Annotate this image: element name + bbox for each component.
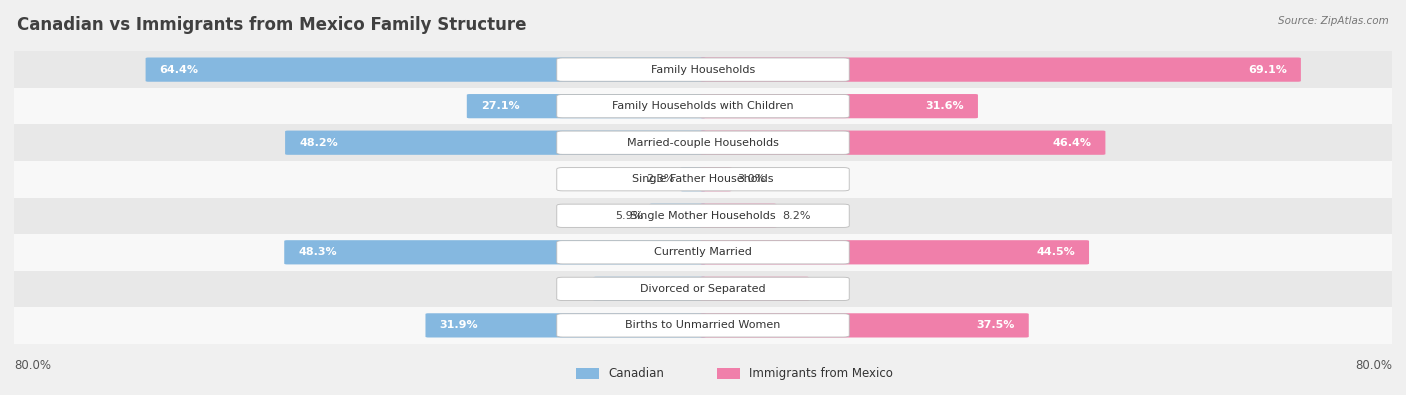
FancyBboxPatch shape xyxy=(557,131,849,154)
Text: 2.3%: 2.3% xyxy=(647,174,675,184)
Bar xyxy=(717,368,740,379)
Text: Births to Unmarried Women: Births to Unmarried Women xyxy=(626,320,780,330)
FancyBboxPatch shape xyxy=(700,204,776,228)
Text: 80.0%: 80.0% xyxy=(14,359,51,372)
Bar xyxy=(14,307,1392,344)
Text: Family Households with Children: Family Households with Children xyxy=(612,101,794,111)
Bar xyxy=(14,88,1392,124)
Text: Family Households: Family Households xyxy=(651,65,755,75)
Bar xyxy=(14,124,1392,161)
Text: 48.2%: 48.2% xyxy=(299,138,337,148)
Text: 3.0%: 3.0% xyxy=(737,174,765,184)
Text: 8.2%: 8.2% xyxy=(782,211,810,221)
Text: 31.9%: 31.9% xyxy=(440,320,478,330)
FancyBboxPatch shape xyxy=(284,240,706,264)
FancyBboxPatch shape xyxy=(557,277,849,301)
FancyBboxPatch shape xyxy=(700,277,810,301)
Bar xyxy=(576,368,599,379)
Text: 5.9%: 5.9% xyxy=(616,211,644,221)
Text: 48.3%: 48.3% xyxy=(298,247,337,257)
FancyBboxPatch shape xyxy=(146,58,706,82)
Bar xyxy=(14,234,1392,271)
Text: 69.1%: 69.1% xyxy=(1249,65,1286,75)
Text: Single Father Households: Single Father Households xyxy=(633,174,773,184)
FancyBboxPatch shape xyxy=(700,313,1029,337)
Bar xyxy=(14,198,1392,234)
FancyBboxPatch shape xyxy=(700,240,1090,264)
Text: 12.4%: 12.4% xyxy=(607,284,647,294)
Bar xyxy=(14,51,1392,88)
Text: Canadian vs Immigrants from Mexico Family Structure: Canadian vs Immigrants from Mexico Famil… xyxy=(17,16,526,34)
FancyBboxPatch shape xyxy=(557,314,849,337)
Text: 12.0%: 12.0% xyxy=(756,284,796,294)
FancyBboxPatch shape xyxy=(285,131,706,155)
Text: Currently Married: Currently Married xyxy=(654,247,752,257)
Text: 44.5%: 44.5% xyxy=(1036,247,1076,257)
Text: 46.4%: 46.4% xyxy=(1052,138,1091,148)
Text: Canadian: Canadian xyxy=(609,367,665,380)
FancyBboxPatch shape xyxy=(650,204,706,228)
FancyBboxPatch shape xyxy=(557,167,849,191)
Text: 80.0%: 80.0% xyxy=(1355,359,1392,372)
FancyBboxPatch shape xyxy=(700,167,731,191)
Text: 31.6%: 31.6% xyxy=(925,101,965,111)
Text: Source: ZipAtlas.com: Source: ZipAtlas.com xyxy=(1278,16,1389,26)
FancyBboxPatch shape xyxy=(426,313,706,337)
FancyBboxPatch shape xyxy=(557,94,849,118)
FancyBboxPatch shape xyxy=(681,167,706,191)
Text: 37.5%: 37.5% xyxy=(976,320,1015,330)
Text: Immigrants from Mexico: Immigrants from Mexico xyxy=(749,367,893,380)
Text: 64.4%: 64.4% xyxy=(160,65,198,75)
Text: 27.1%: 27.1% xyxy=(481,101,519,111)
FancyBboxPatch shape xyxy=(700,131,1105,155)
FancyBboxPatch shape xyxy=(467,94,706,118)
FancyBboxPatch shape xyxy=(557,204,849,228)
FancyBboxPatch shape xyxy=(700,94,979,118)
Bar xyxy=(14,271,1392,307)
Text: Married-couple Households: Married-couple Households xyxy=(627,138,779,148)
FancyBboxPatch shape xyxy=(557,241,849,264)
FancyBboxPatch shape xyxy=(593,277,706,301)
FancyBboxPatch shape xyxy=(700,58,1301,82)
Text: Single Mother Households: Single Mother Households xyxy=(630,211,776,221)
Bar xyxy=(14,161,1392,198)
FancyBboxPatch shape xyxy=(557,58,849,81)
Text: Divorced or Separated: Divorced or Separated xyxy=(640,284,766,294)
